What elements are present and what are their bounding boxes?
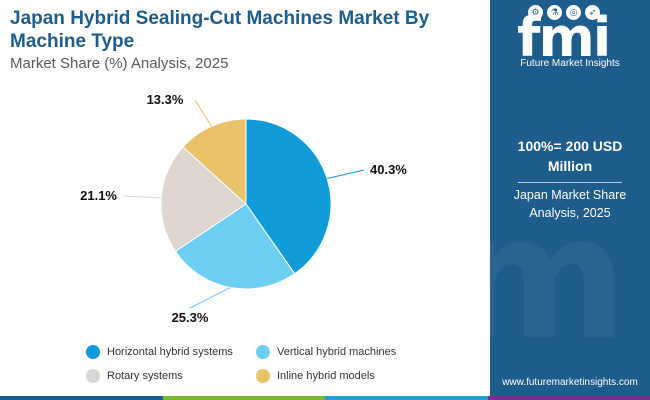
bar-segment	[0, 396, 163, 400]
leader-line	[326, 169, 365, 179]
data-label: 40.3%	[370, 162, 407, 177]
pie-chart: 40.3% 25.3% 21.1% 13.3%	[80, 92, 407, 325]
logo-icon-row: ⚙ ⚗ ◎ ➶	[528, 2, 618, 22]
data-label: 25.3%	[172, 310, 209, 325]
legend-swatch	[86, 345, 100, 359]
fmi-logo: ⚙ ⚗ ◎ ➶ fmi Future Market Insights	[490, 0, 650, 80]
legend-swatch	[256, 345, 270, 359]
legend-item: Vertical hybrid machines	[256, 345, 426, 359]
legend-item: Inline hybrid models	[256, 369, 426, 383]
bottom-color-bar	[0, 396, 650, 400]
legend-label: Inline hybrid models	[277, 370, 375, 382]
pie-slice-rotary-systems	[160, 146, 247, 253]
rocket-icon: ➶	[585, 5, 600, 20]
leader-line	[189, 287, 231, 309]
page-title: Japan Hybrid Sealing-Cut Machines Market…	[10, 8, 430, 52]
divider	[518, 182, 622, 183]
data-label: 13.3%	[147, 92, 184, 107]
globe-icon: ◎	[566, 5, 581, 20]
logo-subtitle: Future Market Insights	[520, 58, 620, 69]
bar-segment	[162, 396, 325, 400]
market-caption: Japan Market Share Analysis, 2025	[513, 188, 627, 220]
bar-segment	[487, 396, 650, 400]
data-label: 21.1%	[80, 188, 117, 203]
flask-icon: ⚗	[547, 5, 562, 20]
legend-label: Rotary systems	[107, 370, 183, 382]
website-link[interactable]: www.futuremarketinsights.com	[502, 377, 638, 388]
pie-slice-inline-hybrid-models	[182, 118, 247, 206]
legend-item: Horizontal hybrid systems	[86, 345, 256, 359]
pie-slice-horizontal-hybrid-systems	[245, 118, 332, 275]
page-subtitle: Market Share (%) Analysis, 2025	[10, 55, 229, 72]
bar-segment	[325, 396, 488, 400]
chart-legend: Horizontal hybrid systems Vertical hybrid…	[86, 345, 446, 383]
legend-swatch	[256, 369, 270, 383]
watermark-logo: m	[490, 180, 628, 378]
info-sidebar: m ⚙ ⚗ ◎ ➶ fmi Future Market Insights 100%= …	[490, 0, 650, 400]
market-total: 100%= 200 USD Million	[517, 138, 623, 174]
leader-line	[194, 99, 212, 127]
gear-icon: ⚙	[528, 5, 543, 20]
legend-label: Horizontal hybrid systems	[107, 346, 233, 358]
legend-item: Rotary systems	[86, 369, 256, 383]
leader-line	[122, 195, 162, 199]
legend-label: Vertical hybrid machines	[277, 346, 397, 358]
logo-wordmark: fmi	[517, 6, 611, 69]
legend-swatch	[86, 369, 100, 383]
